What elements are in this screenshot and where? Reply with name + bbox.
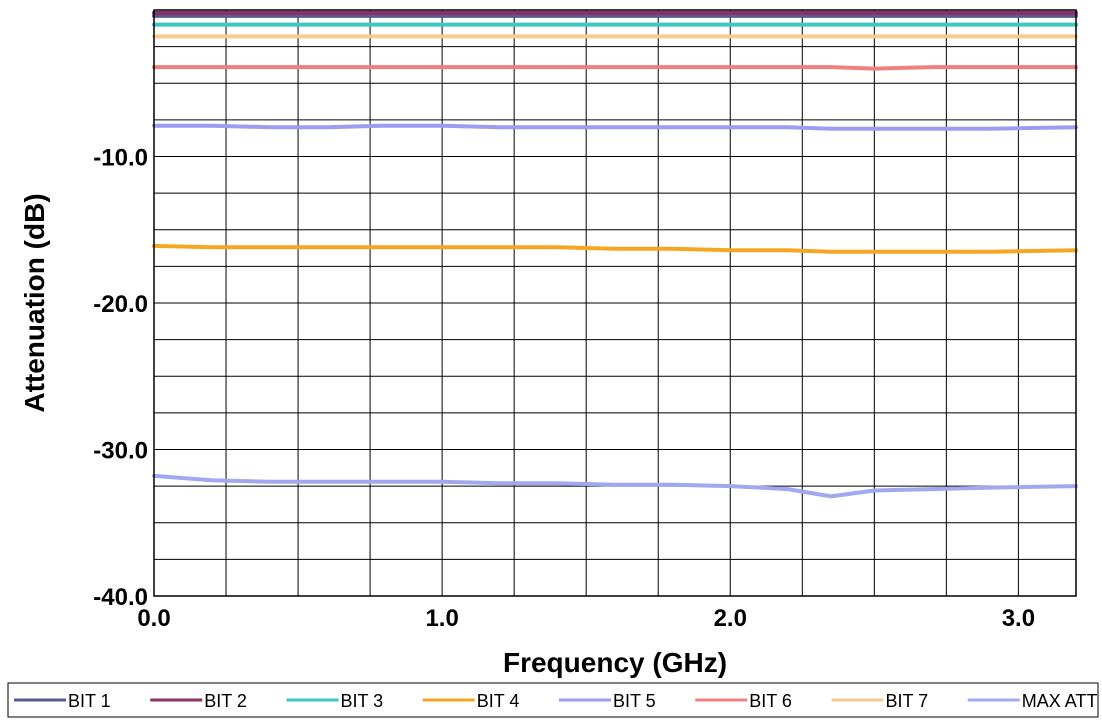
series-line-5 (152, 123, 1078, 131)
legend-label: BIT 5 (613, 691, 656, 711)
series-line-4 (152, 243, 1078, 254)
series-line-8 (152, 473, 1078, 499)
legend-label: BIT 4 (477, 691, 520, 711)
legend-label: BIT 2 (204, 691, 247, 711)
y-tick-label: -30.0 (93, 438, 148, 465)
tick-labels: -10.0 -20.0 -30.0 -40.00.0 1.0 2.0 3.0 (93, 145, 1035, 633)
y-tick-label: -10.0 (93, 145, 148, 172)
legend: BIT 1 BIT 2 BIT 3 BIT 4 BIT 5 BIT 6 BIT 7 MAX A… (7, 682, 1099, 718)
x-axis-title: Frequency (GHz) (503, 647, 727, 678)
series-layer (152, 10, 1078, 499)
y-tick-label: -20.0 (93, 291, 148, 318)
plot-frame (153, 9, 1077, 597)
series-line-6 (152, 65, 1078, 71)
x-tick-label: 1.0 (425, 605, 458, 632)
grid-lines (153, 9, 1076, 597)
y-tick-label: -40.0 (93, 584, 148, 611)
y-axis-title: Attenuation (dB) (19, 193, 50, 412)
x-tick-label: 0.0 (137, 605, 170, 632)
legend-label: MAX ATT (1022, 691, 1098, 711)
legend-label: BIT 1 (68, 691, 111, 711)
x-tick-label: 3.0 (1002, 605, 1035, 632)
legend-label: BIT 7 (886, 691, 929, 711)
legend-label: BIT 6 (749, 691, 792, 711)
legend-label: BIT 3 (341, 691, 384, 711)
x-tick-label: 2.0 (714, 605, 747, 632)
